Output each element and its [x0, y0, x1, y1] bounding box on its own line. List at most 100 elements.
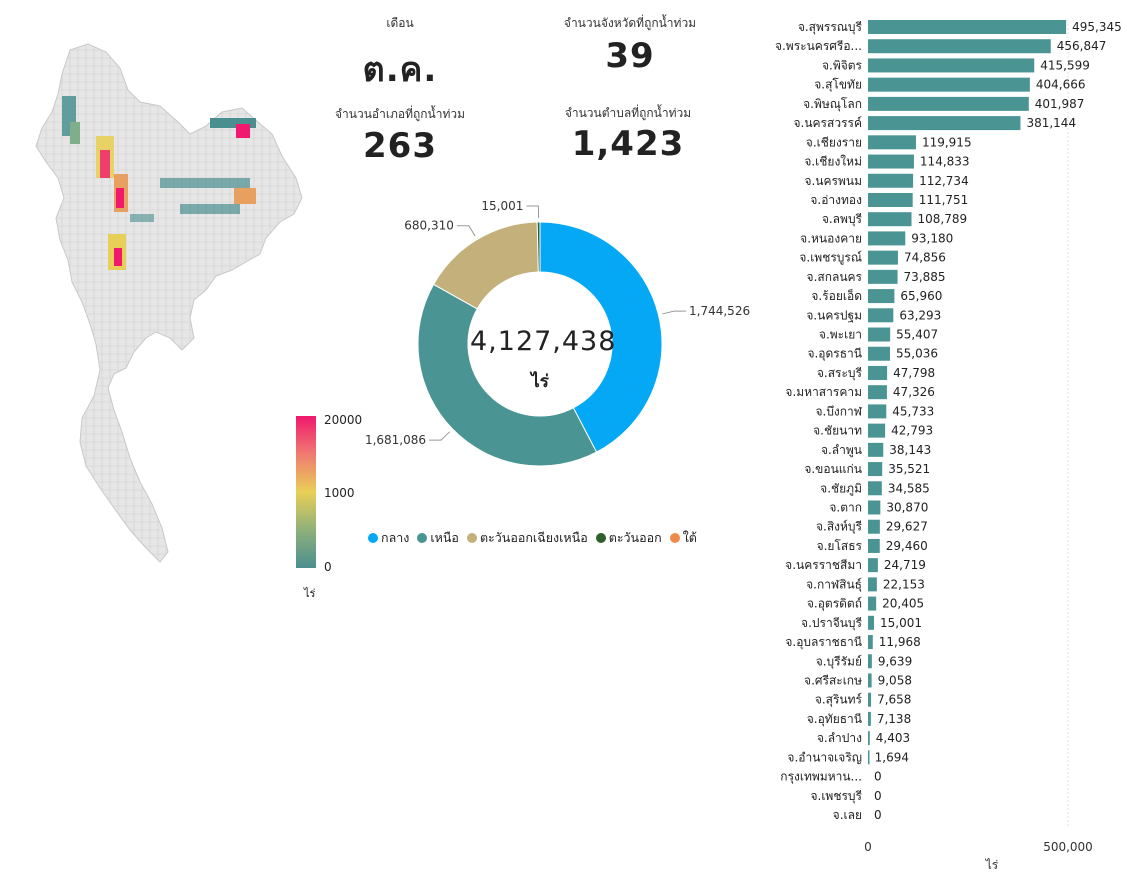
bar-category-label-10: จ.ลพบุรี: [822, 212, 863, 227]
bar-value-label-3: 404,666: [1036, 78, 1086, 92]
bar-9[interactable]: [868, 192, 913, 207]
bar-5[interactable]: [868, 116, 1021, 131]
bar-10[interactable]: [868, 212, 912, 227]
bar-30[interactable]: [868, 596, 877, 611]
x-tick-label-0: 0: [864, 840, 872, 854]
donut-value-label-0: 1,744,526: [689, 304, 750, 318]
bar-category-label-6: จ.เชียงราย: [806, 135, 862, 149]
bar-17[interactable]: [868, 346, 891, 361]
bar-18[interactable]: [868, 365, 888, 380]
bar-22[interactable]: [868, 442, 884, 457]
thailand-flood-map[interactable]: [10, 38, 310, 578]
bar-1[interactable]: [868, 39, 1051, 54]
bar-25[interactable]: [868, 500, 881, 515]
bar-20[interactable]: [868, 404, 887, 419]
bar-4[interactable]: [868, 96, 1029, 111]
bar-29[interactable]: [868, 577, 877, 592]
bar-category-label-26: จ.สิงห์บุรี: [816, 520, 863, 535]
bar-value-label-36: 7,138: [877, 712, 911, 726]
bar-category-label-4: จ.พิษณุโลก: [803, 97, 862, 112]
bar-32[interactable]: [868, 635, 873, 650]
bar-16[interactable]: [868, 327, 891, 342]
bar-33[interactable]: [868, 654, 872, 669]
bar-19[interactable]: [868, 385, 887, 400]
bar-3[interactable]: [868, 77, 1030, 92]
bar-value-label-31: 15,001: [880, 616, 922, 630]
donut-value-label-1: 1,681,086: [365, 433, 426, 447]
bar-value-label-24: 34,585: [888, 481, 930, 495]
bar-category-label-13: จ.สกลนคร: [807, 270, 863, 284]
bar-14[interactable]: [868, 289, 895, 304]
bar-8[interactable]: [868, 173, 914, 188]
bar-value-label-28: 24,719: [884, 558, 926, 572]
legend-item-0[interactable]: กลาง: [368, 528, 409, 548]
bar-38[interactable]: [868, 750, 870, 765]
bar-category-label-24: จ.ชัยภูมิ: [820, 481, 862, 496]
bar-category-label-34: จ.ศรีสะเกษ: [804, 673, 862, 687]
donut-value-label-2: 680,310: [404, 219, 454, 233]
bar-category-label-16: จ.พะเยา: [819, 328, 862, 342]
bar-value-label-11: 93,180: [911, 231, 953, 245]
bar-0[interactable]: [868, 20, 1067, 34]
bar-2[interactable]: [868, 58, 1035, 73]
kpi-month-value: ต.ค.: [362, 50, 438, 90]
bar-value-label-40: 0: [874, 789, 882, 803]
bar-category-label-12: จ.เพชรบูรณ์: [799, 251, 862, 266]
donut-label-line-3: [526, 205, 540, 219]
region-donut-chart[interactable]: 1,744,526 1,681,086 680,310 15,001 4,127,43…: [360, 199, 780, 520]
bar-12[interactable]: [868, 250, 898, 265]
bar-21[interactable]: [868, 423, 886, 438]
bar-category-label-27: จ.ยโสธร: [817, 539, 863, 553]
bar-value-label-22: 38,143: [889, 443, 931, 457]
bar-value-label-32: 11,968: [879, 635, 921, 649]
donut-slice-0[interactable]: [539, 221, 663, 453]
bar-value-label-20: 45,733: [892, 404, 934, 418]
kpi-month-label: เดือน: [386, 16, 414, 30]
bar-category-label-39: กรุงเทพมหาน...: [780, 770, 862, 785]
legend-item-2[interactable]: ตะวันออกเฉียงเหนือ: [466, 528, 588, 548]
bar-value-label-15: 63,293: [899, 308, 941, 322]
legend-item-1[interactable]: เหนือ: [417, 528, 459, 548]
legend-dot-2: [466, 533, 477, 543]
bar-category-label-15: จ.นครปฐม: [806, 308, 862, 322]
bar-value-label-30: 20,405: [882, 597, 924, 611]
bar-24[interactable]: [868, 481, 882, 496]
bar-6[interactable]: [868, 135, 916, 150]
bar-category-label-36: จ.อุทัยธานี: [807, 712, 862, 727]
bar-value-label-12: 74,856: [904, 251, 946, 265]
donut-label-line-0: [662, 310, 687, 315]
bar-value-label-37: 4,403: [876, 731, 910, 745]
bar-11[interactable]: [868, 231, 906, 246]
bar-27[interactable]: [868, 538, 880, 553]
kpi-provinces-value: 39: [605, 36, 655, 76]
bar-value-label-14: 65,960: [900, 289, 942, 303]
legend-dot-4: [669, 533, 680, 543]
province-bar-chart[interactable]: จ.สุพรรณบุรี 495,345 จ.พระนครศรีอ... 456,84…: [760, 14, 1127, 878]
donut-slice-3[interactable]: [536, 221, 541, 273]
legend-item-4[interactable]: ใต้: [669, 528, 697, 548]
bar-value-label-19: 47,326: [893, 385, 935, 399]
kpi-districts-label: จำนวนอำเภอที่ถูกน้ำท่วม: [334, 107, 466, 121]
legend-label-3: ตะวันออก: [608, 530, 662, 545]
legend-item-3[interactable]: ตะวันออก: [595, 528, 662, 548]
bar-28[interactable]: [868, 558, 878, 573]
bar-category-label-8: จ.นครพนม: [804, 174, 862, 188]
bar-26[interactable]: [868, 519, 880, 534]
bar-value-label-35: 7,658: [877, 693, 911, 707]
bar-34[interactable]: [868, 673, 872, 688]
bar-37[interactable]: [868, 731, 870, 746]
bar-36[interactable]: [868, 711, 871, 726]
bar-value-label-27: 29,460: [886, 539, 928, 553]
bar-13[interactable]: [868, 269, 898, 284]
donut-slice-1[interactable]: [417, 283, 598, 467]
bar-7[interactable]: [868, 154, 914, 169]
bar-15[interactable]: [868, 308, 894, 323]
bar-category-label-22: จ.ลำพูน: [821, 443, 862, 458]
bar-value-label-1: 456,847: [1057, 39, 1107, 53]
bar-31[interactable]: [868, 615, 875, 630]
bar-23[interactable]: [868, 462, 883, 477]
donut-total-value: 4,127,438: [470, 326, 617, 357]
bar-35[interactable]: [868, 692, 872, 707]
donut-value-label-3: 15,001: [481, 200, 523, 213]
donut-label-line-1: [429, 431, 450, 441]
